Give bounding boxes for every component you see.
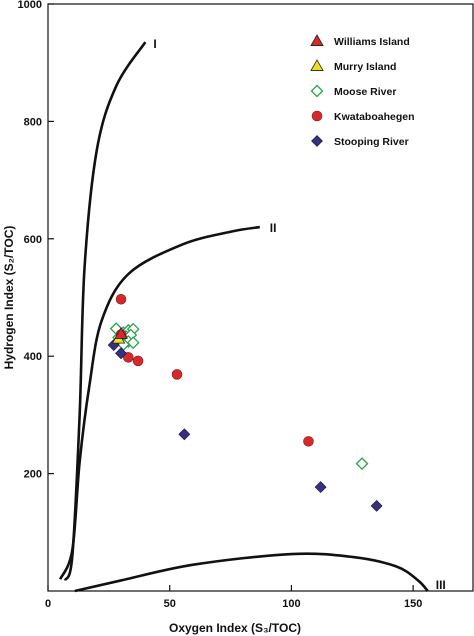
point-stooping-river [314,481,327,494]
data-points [107,294,383,512]
point-kwataboahegen [123,352,134,363]
legend-label-murry-island: Murry Island [334,61,396,73]
curve-label-iii: III [436,578,446,592]
y-tick-label: 600 [24,234,42,246]
point-kwataboahegen [303,436,314,447]
x-tick-label: 150 [404,598,422,610]
legend-marker-murry-island [310,59,324,71]
point-kwataboahegen [171,369,183,380]
plot-frame [47,3,474,592]
legend-marker-stooping-river [311,135,323,147]
y-tick-label: 200 [24,469,42,481]
point-moose-river [355,457,369,471]
x-tick-label: 0 [45,598,51,610]
legend: Williams Island Murry Island Moose River Kw… [310,34,415,148]
x-tick-label: 50 [164,598,176,610]
point-stooping-river [178,428,191,441]
point-kwataboahegen [115,294,127,305]
point-kwataboahegen [132,355,144,367]
y-tick-label: 1000 [18,0,42,11]
legend-label-kwataboahegen: Kwataboahegen [334,111,415,123]
point-williams-island [114,327,128,339]
legend-label-stooping-river: Stooping River [334,136,409,148]
curve-label-ii: II [270,221,277,235]
legend-marker-kwataboahegen [311,110,323,122]
x-axis-title: Oxygen Index (S₃/TOC) [169,621,301,635]
legend-label-williams-island: Williams Island [334,36,410,48]
point-stooping-river [115,347,127,360]
y-tick-label: 400 [24,351,42,363]
legend-label-moose-river: Moose River [334,86,396,98]
curve-ii [58,225,260,580]
curve-label-i: I [153,37,156,51]
x-tick-label: 100 [282,598,300,610]
y-tick-label: 800 [24,116,42,128]
y-axis-title: Hydrogen Index (S₂/TOC) [2,226,16,370]
point-moose-river [126,336,140,350]
curve-iii [74,552,429,593]
legend-marker-moose-river [310,84,324,98]
point-stooping-river [370,499,383,512]
legend-marker-williams-island [310,34,324,46]
